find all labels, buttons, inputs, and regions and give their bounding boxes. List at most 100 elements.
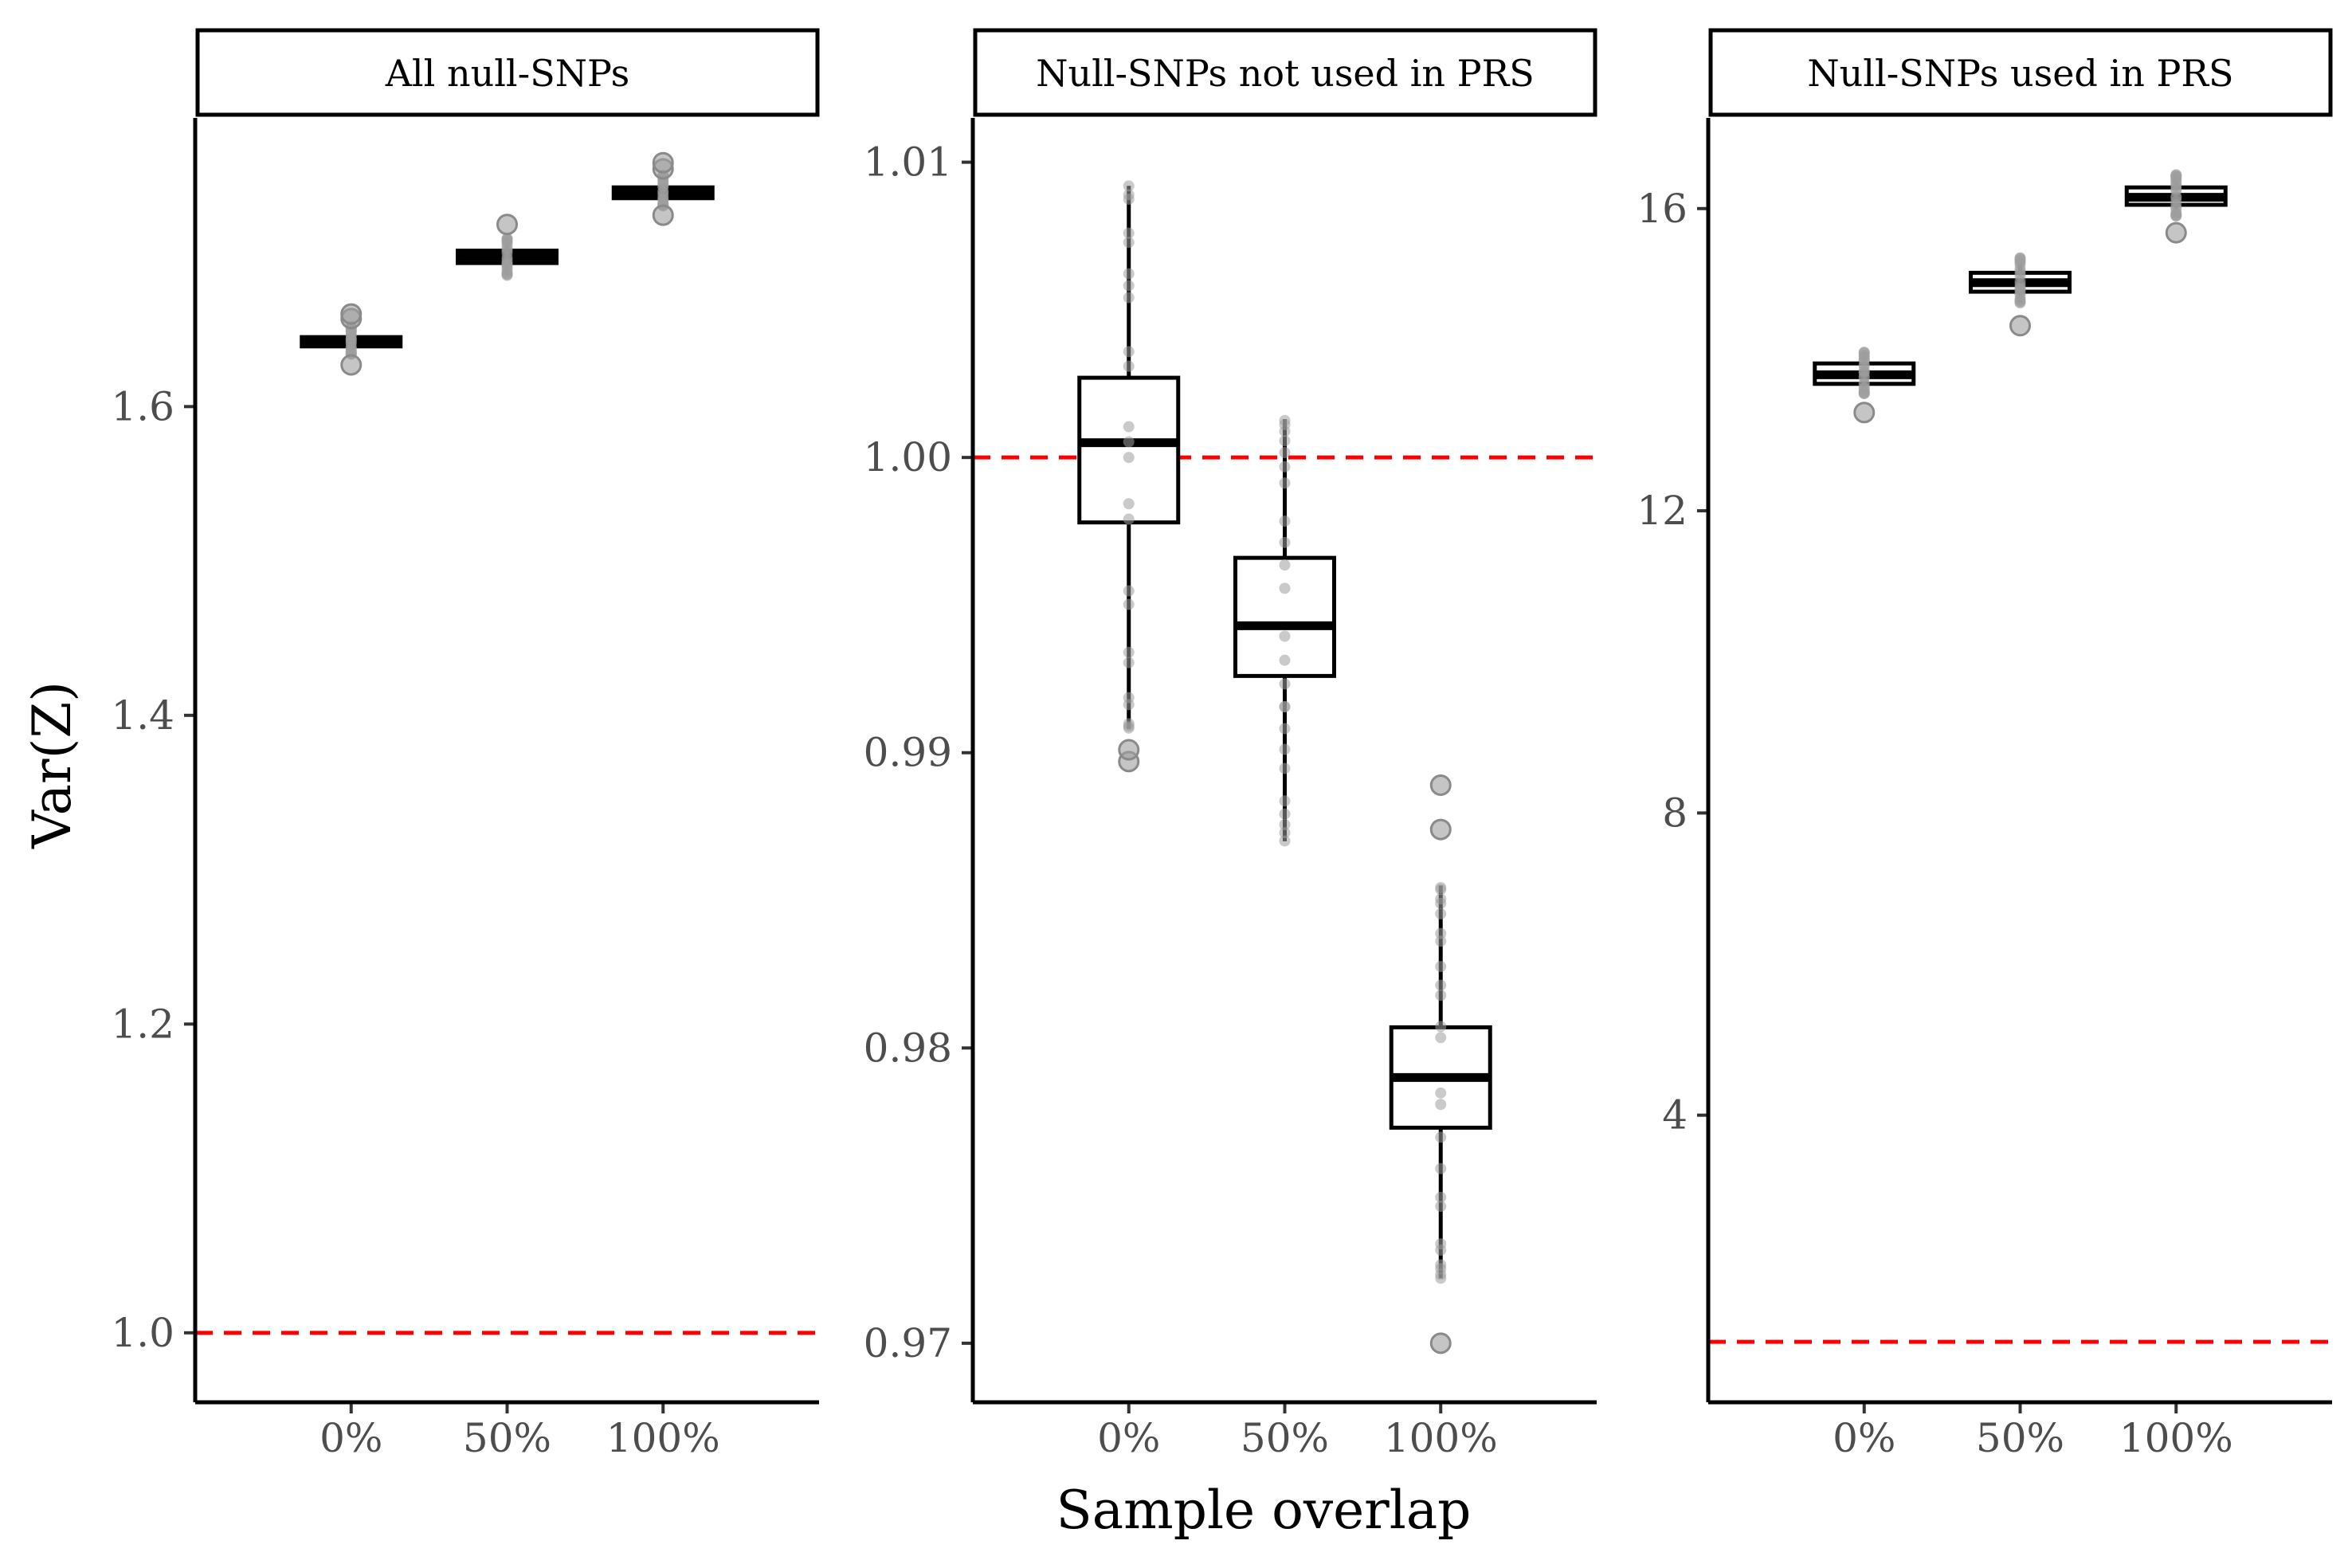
data-point [1279, 795, 1291, 807]
data-point [1279, 819, 1291, 831]
data-point [501, 257, 513, 269]
facet-title: Null-SNPs used in PRS [1807, 52, 2233, 95]
data-point [1279, 461, 1291, 472]
data-point [1123, 292, 1135, 304]
y-tick-label: 1.2 [111, 1001, 174, 1047]
data-point [1279, 835, 1291, 847]
data-point [2170, 195, 2182, 207]
data-point [1279, 743, 1291, 755]
data-point [1435, 1201, 1447, 1213]
data-point [2014, 283, 2026, 295]
data-point [1435, 935, 1447, 947]
facet-null-snps-not-used-in-prs: Null-SNPs not used in PRS 0.97 0.98 0.99 1.… [864, 28, 1597, 1461]
data-point [1279, 630, 1291, 642]
data-point [1279, 701, 1291, 713]
x-axis-title: Sample overlap [1056, 1480, 1472, 1541]
y-tick-label: 8 [1662, 790, 1688, 836]
data-point [1858, 346, 1870, 358]
data-point [1435, 884, 1447, 896]
data-point [1435, 1191, 1447, 1203]
box-50pct [1233, 414, 1336, 847]
y-tick-label: 0.97 [864, 1320, 952, 1366]
box-100pct [1389, 774, 1492, 1354]
x-tick-label: 0% [1833, 1415, 1895, 1461]
data-point [657, 189, 669, 201]
y-tick-label: 16 [1637, 186, 1688, 232]
data-point [1435, 1131, 1447, 1143]
data-point [1123, 193, 1135, 205]
data-point [1279, 435, 1291, 447]
data-point [1123, 180, 1135, 192]
data-point [1123, 598, 1135, 610]
data-point [1279, 559, 1291, 571]
y-tick-label: 1.0 [111, 1310, 174, 1356]
data-point [1435, 961, 1447, 973]
data-point [2014, 296, 2026, 308]
data-point [1858, 355, 1870, 367]
data-point [501, 269, 513, 280]
plot-panel: 1.0 1.2 1.4 1.6 0% 50% 100% [111, 118, 819, 1461]
x-tick-label: 50% [1976, 1415, 2064, 1461]
x-tick-label: 50% [463, 1415, 551, 1461]
data-point [1123, 421, 1135, 433]
y-tick-label: 0.98 [864, 1025, 952, 1071]
data-point [1435, 1087, 1447, 1099]
x-tick-label: 0% [1097, 1415, 1160, 1461]
data-point [1279, 827, 1291, 839]
data-point [1123, 280, 1135, 292]
data-point [345, 326, 357, 338]
box-0pct [1813, 346, 1916, 424]
data-point [1435, 979, 1447, 991]
data-point [1858, 365, 1870, 377]
data-point [2014, 254, 2026, 266]
data-point [2170, 210, 2182, 221]
y-axis-title: Var(Z) [22, 681, 83, 849]
data-point [1435, 990, 1447, 1002]
facet-all-null-snps: All null-SNPs 1.0 1.2 1.4 1.6 0% 50% 100% [111, 28, 820, 1461]
y-tick-label: 12 [1637, 488, 1688, 534]
y-tick-label: 1.4 [111, 692, 174, 739]
data-point [1123, 237, 1135, 249]
data-point [1123, 346, 1135, 358]
x-tick-label: 100% [2119, 1415, 2233, 1461]
data-point [1279, 582, 1291, 594]
data-point [2014, 263, 2026, 275]
data-point [501, 234, 513, 246]
y-tick-label: 1.00 [864, 434, 952, 480]
data-point [1279, 808, 1291, 820]
data-point [1435, 927, 1447, 939]
data-point [1435, 1162, 1447, 1174]
data-point [1123, 718, 1135, 730]
outlier-point [652, 151, 674, 174]
data-point [1279, 536, 1291, 548]
data-point [1435, 1032, 1447, 1044]
data-point [1123, 452, 1135, 464]
outlier-point [1429, 1332, 1452, 1354]
outlier-point [496, 214, 518, 236]
x-tick-label: 100% [606, 1415, 720, 1461]
data-point [1279, 515, 1291, 527]
data-point [1123, 699, 1135, 711]
data-point [1123, 657, 1135, 668]
strip-background [1708, 28, 2333, 117]
x-tick-label: 0% [319, 1415, 382, 1461]
plot-panel: 4 8 12 16 0% 50% 100% [1637, 118, 2332, 1461]
x-tick-label: 50% [1241, 1415, 1329, 1461]
data-point [1123, 227, 1135, 239]
data-point [1123, 268, 1135, 280]
box-100pct [2124, 169, 2228, 244]
data-point [1279, 723, 1291, 735]
data-point [1279, 678, 1291, 690]
x-tick-label: 100% [1384, 1415, 1498, 1461]
data-point [1435, 1021, 1447, 1033]
data-point [1279, 477, 1291, 489]
outlier-point [1853, 402, 1876, 424]
data-point [1279, 654, 1291, 666]
data-point [2170, 177, 2182, 189]
y-tick-label: 4 [1662, 1092, 1688, 1139]
outlier-point [1429, 774, 1452, 796]
outlier-point [340, 354, 363, 376]
data-point [1435, 1259, 1447, 1271]
plot-panel: 0.97 0.98 0.99 1.00 1.01 0% 50% 100% [864, 118, 1597, 1461]
